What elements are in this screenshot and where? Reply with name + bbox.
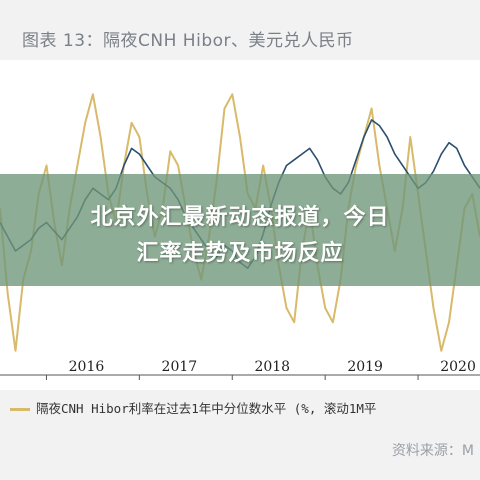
legend: 隔夜CNH Hibor利率在过去1年中分位数水平 (%, 滚动1M平 [10, 398, 480, 420]
headline-line-2: 汇率走势及市场反应 [136, 241, 344, 266]
legend-label: 隔夜CNH Hibor利率在过去1年中分位数水平 (%, 滚动1M平 [36, 401, 377, 416]
x-tick-label-2020: 2020 [440, 359, 476, 375]
source-note: 资料来源：M [391, 443, 474, 459]
x-tick-label-2019: 2019 [347, 359, 383, 375]
x-axis: 2016 2017 2018 2019 2020 [0, 359, 480, 380]
x-tick-label-2017: 2017 [162, 359, 198, 375]
x-tick-label-2018: 2018 [254, 359, 290, 375]
headline-banner [0, 174, 480, 286]
chart-title: 图表 13：隔夜CNH Hibor、美元兑人民币 [22, 31, 354, 51]
legend-swatch [10, 408, 30, 411]
headline-text[interactable]: 北京外汇最新动态报道，今日 汇率走势及市场反应 [0, 200, 480, 272]
headline-line-1: 北京外汇最新动态报道，今日 [90, 205, 390, 230]
x-tick-label-2016: 2016 [69, 359, 105, 375]
